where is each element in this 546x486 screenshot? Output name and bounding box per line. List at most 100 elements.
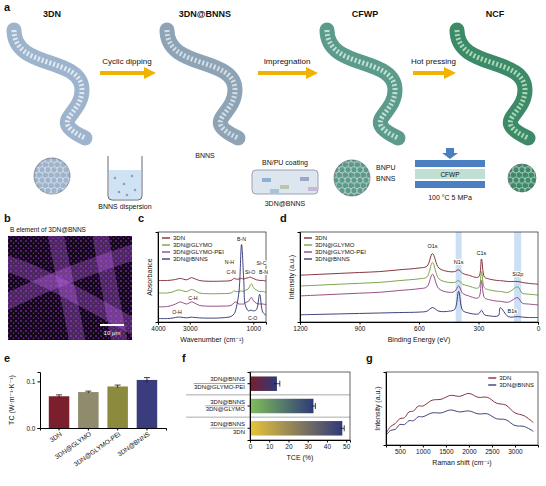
axis: 3DN@BNNS3DN@GLYMO-PEI 3DN@BNNS3DN@GLYMO 3D… — [194, 373, 251, 441]
nanosheet — [123, 183, 126, 186]
bar — [137, 380, 158, 428]
legend-label: 3DN — [315, 235, 327, 241]
annotation: B-N — [259, 269, 268, 275]
annotation: B-N — [237, 236, 246, 242]
tick-label: 0 — [537, 325, 541, 332]
scale-bar — [100, 324, 124, 326]
axis-line — [384, 373, 387, 446]
bar — [250, 376, 277, 390]
tick-label: 30 — [305, 443, 313, 450]
tick-label: 10 — [266, 443, 274, 450]
tick: 3DN@BNNS3DN@GLYMO-PEI — [194, 376, 250, 390]
legend-label: 3DN@GLYMO — [173, 242, 213, 248]
cross-section — [334, 160, 370, 196]
legend-swatch — [304, 258, 312, 259]
step-arrow — [258, 71, 312, 75]
error-bar — [56, 395, 62, 398]
legend-swatch — [488, 384, 496, 385]
nanosheet — [118, 191, 121, 194]
axis-title: TCE (%) — [287, 454, 314, 462]
tick: 3000 — [183, 322, 198, 332]
cross-section — [34, 158, 70, 194]
annotation: C-N — [226, 269, 235, 275]
axis-title: Absorbance — [146, 258, 153, 295]
label: BNNS — [195, 152, 215, 159]
plot-area — [300, 232, 538, 322]
nanosheet — [134, 189, 137, 192]
bar — [49, 396, 70, 428]
coating-flake — [308, 187, 317, 191]
tick: 1000 — [247, 322, 262, 332]
stage-title: NCF — [486, 9, 505, 19]
legend-item: 3DN@BNNS — [162, 256, 208, 262]
line-chart: g50010001500200025003000Raman shift (cm⁻… — [366, 352, 539, 467]
tick: 3000 — [508, 445, 523, 455]
tick-label: 3DN@BNNS3DN — [210, 421, 245, 435]
legend-label: 3DN — [173, 235, 185, 241]
tick-label: 3DN — [48, 430, 63, 443]
error-bar — [274, 381, 280, 387]
panel-letter: b — [4, 212, 11, 224]
legend-swatch — [162, 237, 170, 238]
series-line — [158, 244, 266, 318]
tick-label: 1200 — [293, 325, 308, 332]
legend-swatch — [304, 244, 312, 245]
panel-letter: e — [4, 352, 10, 364]
annotation: N1s — [454, 259, 464, 265]
plot-frame — [158, 232, 266, 322]
legend-item: 3DN@BNNS — [304, 256, 350, 262]
tick: 3DN@BNNS3DN — [210, 421, 250, 435]
plot-area — [158, 244, 266, 318]
tick-label: 0.1 — [26, 378, 35, 385]
legend-label: 3DN@GLYMO — [315, 242, 355, 248]
tick: 300 — [474, 322, 485, 332]
label: 100 °C 5 MPa — [428, 194, 472, 201]
press-sample — [415, 169, 485, 179]
tick: 0 — [249, 440, 253, 450]
tick-label: 2000 — [462, 448, 477, 455]
axis — [298, 233, 301, 323]
tick: 3DN@GLYMO-PEI — [72, 428, 121, 468]
tick-label: 40 — [324, 443, 332, 450]
beaker — [108, 156, 142, 200]
tick: 40 — [324, 440, 332, 450]
tube — [327, 30, 398, 138]
tick-label: 300 — [474, 325, 485, 332]
axis-title: Intensity (a.u.) — [288, 255, 296, 299]
axis-title: Intensity (a.u.) — [374, 386, 382, 430]
bar-chart: f010203040503DN@BNNS3DN@GLYMO-PEI3DN@BNN… — [182, 352, 351, 462]
fraction-rule — [194, 383, 245, 384]
tick-label: 3000 — [508, 448, 523, 455]
axis: 0.00.1 — [26, 373, 40, 432]
step-label: Cyclic dipping — [102, 57, 151, 66]
cross-section — [508, 164, 536, 192]
legend-label: 3DN@GLYMO-PEI — [173, 249, 224, 255]
annotation: Si2p — [512, 271, 523, 277]
tick-label: 3000 — [183, 325, 198, 332]
series-line — [386, 393, 533, 433]
tick-label: 3DN@BNNS3DN@GLYMO — [206, 399, 246, 413]
line-chart: c400030001000Wavenumber (cm⁻¹)Absorbance… — [138, 212, 268, 344]
tick: 50 — [343, 440, 351, 450]
annotation: C-O — [248, 315, 258, 321]
label: BN/PU coating — [262, 159, 308, 167]
step-arrow — [100, 71, 150, 75]
tick-label: 600 — [414, 325, 425, 332]
coating-flake — [270, 189, 279, 193]
axis: 3DN3DN@GLYMO3DN@GLYMO-PEI3DN@BNNS — [41, 428, 167, 468]
series-line — [300, 263, 538, 295]
label: 3DN@BNNS — [265, 200, 306, 207]
error-bar — [340, 425, 344, 431]
plot-frame — [250, 372, 350, 440]
boron-signal — [8, 236, 132, 340]
stage-title: 3DN — [43, 9, 61, 19]
axis-title: Wavenumber (cm⁻¹) — [180, 336, 243, 344]
plot-frame — [300, 232, 538, 322]
legend-swatch — [488, 377, 496, 378]
label: BNPU — [376, 164, 395, 171]
tick-mark — [248, 383, 251, 384]
legend-label: 3DN@GLYMO-PEI — [315, 249, 366, 255]
panel-image: bB element of 3DN@BNNS10 μm — [0, 212, 140, 345]
tick: 4000 — [151, 322, 166, 332]
axis: 4000 3000 1000 — [151, 322, 266, 332]
